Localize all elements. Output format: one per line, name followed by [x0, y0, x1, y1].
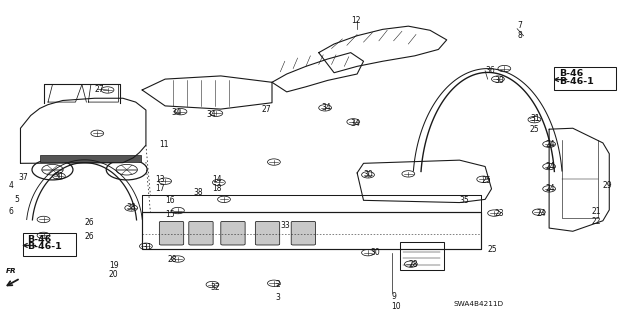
- Text: 24: 24: [545, 184, 555, 193]
- Text: 2: 2: [275, 280, 280, 289]
- Text: 25: 25: [481, 176, 491, 185]
- Text: 5: 5: [14, 195, 19, 204]
- FancyBboxPatch shape: [221, 221, 245, 245]
- Text: 21: 21: [592, 207, 602, 216]
- Text: 26: 26: [84, 218, 94, 227]
- Text: 9: 9: [392, 292, 397, 300]
- Text: 18: 18: [212, 184, 222, 193]
- Text: 35: 35: [460, 196, 469, 205]
- Text: 32: 32: [210, 283, 220, 292]
- FancyBboxPatch shape: [189, 221, 213, 245]
- Text: B-46-1: B-46-1: [559, 77, 593, 85]
- Text: 34: 34: [351, 119, 360, 128]
- Text: 31: 31: [54, 172, 64, 181]
- Text: 25: 25: [530, 125, 540, 134]
- Text: 24: 24: [545, 162, 555, 171]
- Text: 10: 10: [392, 302, 401, 311]
- Text: B-46: B-46: [559, 69, 583, 78]
- FancyBboxPatch shape: [159, 221, 184, 245]
- Text: 37: 37: [18, 173, 28, 182]
- Text: 19: 19: [109, 261, 118, 270]
- Text: 30: 30: [494, 76, 504, 85]
- Text: 34: 34: [321, 103, 331, 112]
- Text: B-46-1: B-46-1: [28, 242, 62, 251]
- Text: 31: 31: [142, 243, 152, 252]
- Text: 24: 24: [545, 140, 555, 149]
- Text: 27: 27: [95, 85, 104, 94]
- Text: 33: 33: [280, 221, 290, 230]
- Text: SWA4B4211D: SWA4B4211D: [453, 301, 503, 307]
- FancyBboxPatch shape: [291, 221, 316, 245]
- Text: 27: 27: [261, 105, 271, 114]
- Text: 6: 6: [9, 207, 14, 216]
- Text: 17: 17: [155, 184, 164, 193]
- Text: 31: 31: [530, 114, 540, 123]
- Text: 36: 36: [485, 66, 495, 75]
- Text: 8: 8: [517, 31, 522, 40]
- Text: 34: 34: [172, 108, 181, 117]
- Text: 30: 30: [364, 170, 373, 179]
- Text: 4: 4: [9, 181, 14, 190]
- Text: 25: 25: [488, 245, 497, 254]
- FancyBboxPatch shape: [40, 155, 141, 162]
- Text: 16: 16: [165, 196, 175, 205]
- Text: B-46: B-46: [28, 235, 52, 244]
- Text: 30: 30: [370, 248, 380, 257]
- Text: 15: 15: [165, 210, 175, 219]
- Text: 12: 12: [351, 16, 360, 25]
- Text: 23: 23: [494, 209, 504, 218]
- Text: 38: 38: [193, 188, 203, 197]
- Text: 22: 22: [592, 217, 602, 226]
- Text: 28: 28: [408, 260, 418, 269]
- Text: 7: 7: [517, 21, 522, 30]
- Text: 29: 29: [603, 181, 612, 190]
- Text: 11: 11: [159, 140, 168, 149]
- Text: 24: 24: [536, 209, 546, 218]
- Text: 38: 38: [127, 204, 136, 212]
- Text: 14: 14: [212, 175, 222, 184]
- Text: 34: 34: [206, 110, 216, 119]
- Text: 20: 20: [109, 271, 118, 279]
- FancyBboxPatch shape: [255, 221, 280, 245]
- Text: 13: 13: [155, 175, 164, 184]
- Text: FR: FR: [6, 268, 17, 274]
- Text: 28: 28: [168, 256, 177, 264]
- Text: 3: 3: [275, 293, 280, 302]
- Text: 26: 26: [84, 232, 94, 241]
